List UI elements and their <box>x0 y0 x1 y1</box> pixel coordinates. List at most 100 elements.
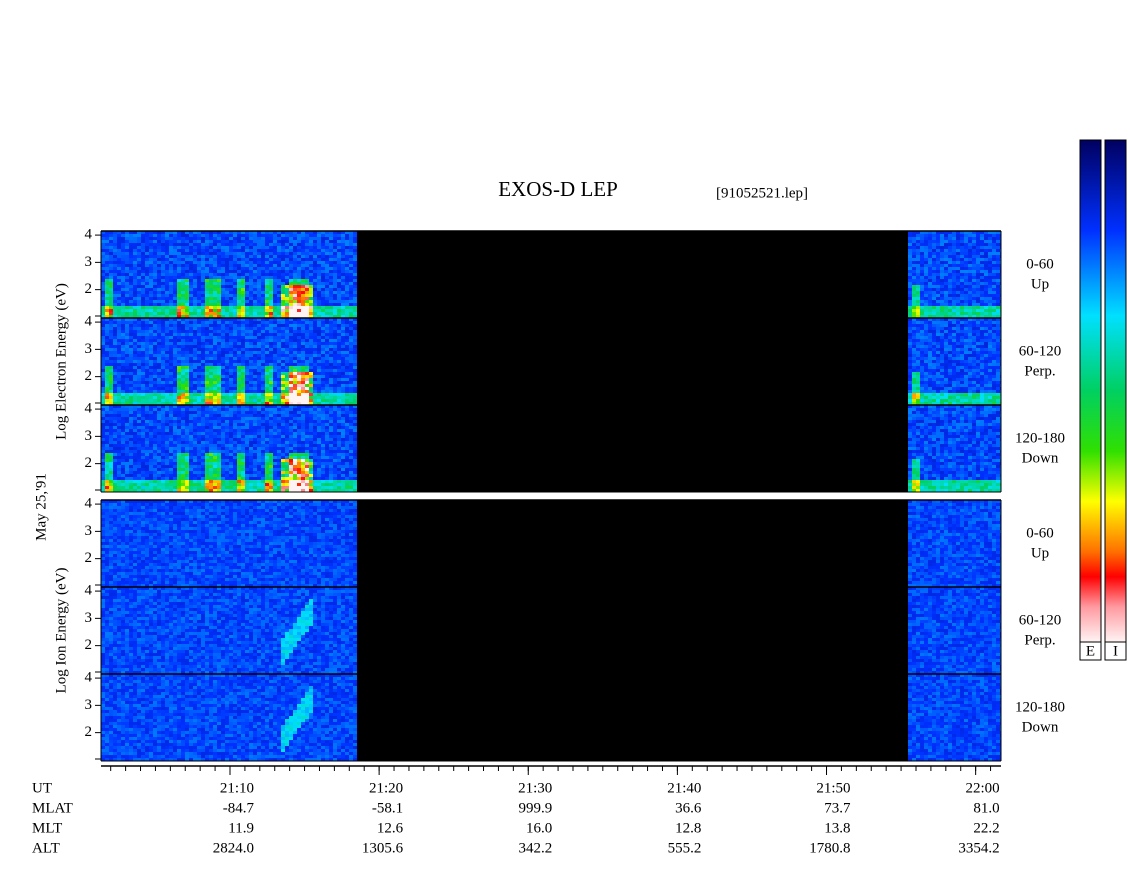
spectrogram-pixel <box>281 372 285 375</box>
spectrogram-pixel <box>201 291 205 294</box>
spectrogram-pixel <box>233 387 237 390</box>
spectrogram-pixel <box>237 351 241 354</box>
spectrogram-pixel <box>952 237 956 240</box>
spectrogram-pixel <box>976 243 980 246</box>
spectrogram-pixel <box>285 288 289 291</box>
spectrogram-pixel <box>924 324 928 327</box>
spectrogram-pixel <box>141 264 145 267</box>
spectrogram-pixel <box>181 276 185 279</box>
spectrogram-pixel <box>341 390 345 393</box>
spectrogram-pixel <box>309 348 313 351</box>
spectrogram-pixel <box>928 297 932 300</box>
spectrogram-pixel <box>912 267 916 270</box>
spectrogram-pixel <box>117 312 121 315</box>
spectrogram-pixel <box>916 255 920 258</box>
spectrogram-pixel <box>229 369 233 372</box>
spectrogram-pixel <box>976 399 980 402</box>
spectrogram-pixel <box>193 258 197 261</box>
spectrogram-pixel <box>908 393 912 396</box>
spectrogram-pixel <box>273 264 277 267</box>
spectrogram-pixel <box>157 327 161 330</box>
spectrogram-pixel <box>341 393 345 396</box>
spectrogram-pixel <box>129 243 133 246</box>
spectrogram-pixel <box>141 321 145 324</box>
spectrogram-pixel <box>121 252 125 255</box>
spectrogram-pixel <box>253 273 257 276</box>
spectrogram-pixel <box>129 345 133 348</box>
spectrogram-pixel <box>281 309 285 312</box>
spectrogram-pixel <box>197 336 201 339</box>
spectrogram-pixel <box>233 258 237 261</box>
spectrogram-pixel <box>137 261 141 264</box>
spectrogram-pixel <box>972 243 976 246</box>
spectrogram-pixel <box>193 339 197 342</box>
spectrogram-pixel <box>229 348 233 351</box>
spectrogram-pixel <box>181 279 185 282</box>
spectrogram-pixel <box>932 294 936 297</box>
spectrogram-pixel <box>301 282 305 285</box>
spectrogram-pixel <box>233 357 237 360</box>
spectrogram-pixel <box>129 375 133 378</box>
spectrogram-pixel <box>321 309 325 312</box>
spectrogram-pixel <box>213 330 217 333</box>
spectrogram-pixel <box>281 396 285 399</box>
spectrogram-pixel <box>956 237 960 240</box>
spectrogram-pixel <box>201 276 205 279</box>
spectrogram-pixel <box>145 381 149 384</box>
spectrogram-pixel <box>305 321 309 324</box>
spectrogram-pixel <box>952 324 956 327</box>
spectrogram-pixel <box>201 303 205 306</box>
spectrogram-pixel <box>321 288 325 291</box>
spectrogram-pixel <box>924 261 928 264</box>
spectrogram-pixel <box>185 282 189 285</box>
spectrogram-pixel <box>197 234 201 237</box>
spectrogram-pixel <box>992 285 996 288</box>
spectrogram-pixel <box>241 273 245 276</box>
spectrogram-pixel <box>137 279 141 282</box>
spectrogram-pixel <box>233 303 237 306</box>
spectrogram-pixel <box>956 294 960 297</box>
spectrogram-pixel <box>117 270 121 273</box>
spectrogram-pixel <box>225 375 229 378</box>
spectrogram-pixel <box>333 306 337 309</box>
spectrogram-pixel <box>353 393 357 396</box>
spectrogram-pixel <box>101 264 105 267</box>
spectrogram-pixel <box>285 270 289 273</box>
spectrogram-pixel <box>133 369 137 372</box>
spectrogram-pixel <box>265 387 269 390</box>
spectrogram-pixel <box>153 372 157 375</box>
spectrogram-pixel <box>928 306 932 309</box>
spectrogram-pixel <box>105 297 109 300</box>
spectrogram-pixel <box>273 270 277 273</box>
spectrogram-pixel <box>169 324 173 327</box>
spectrogram-pixel <box>353 264 357 267</box>
spectrogram-pixel <box>125 381 129 384</box>
spectrogram-pixel <box>217 336 221 339</box>
spectrogram-pixel <box>153 375 157 378</box>
spectrogram-pixel <box>944 297 948 300</box>
spectrogram-pixel <box>149 270 153 273</box>
spectrogram-pixel <box>117 348 121 351</box>
spectrogram-pixel <box>936 348 940 351</box>
spectrogram-pixel <box>289 237 293 240</box>
spectrogram-pixel <box>928 387 932 390</box>
spectrogram-pixel <box>225 393 229 396</box>
spectrogram-pixel <box>996 264 1000 267</box>
spectrogram-pixel <box>141 240 145 243</box>
spectrogram-pixel <box>141 336 145 339</box>
spectrogram-pixel <box>341 246 345 249</box>
spectrogram-pixel <box>105 351 109 354</box>
spectrogram-pixel <box>257 276 261 279</box>
spectrogram-pixel <box>932 261 936 264</box>
spectrogram-pixel <box>948 381 952 384</box>
spectrogram-pixel <box>153 267 157 270</box>
spectrogram-pixel <box>109 309 113 312</box>
spectrogram-pixel <box>213 396 217 399</box>
spectrogram-pixel <box>253 399 257 402</box>
spectrogram-pixel <box>928 303 932 306</box>
spectrogram-pixel <box>237 234 241 237</box>
spectrogram-pixel <box>245 270 249 273</box>
spectrogram-pixel <box>229 297 233 300</box>
spectrogram-pixel <box>237 396 241 399</box>
spectrogram-pixel <box>920 363 924 366</box>
